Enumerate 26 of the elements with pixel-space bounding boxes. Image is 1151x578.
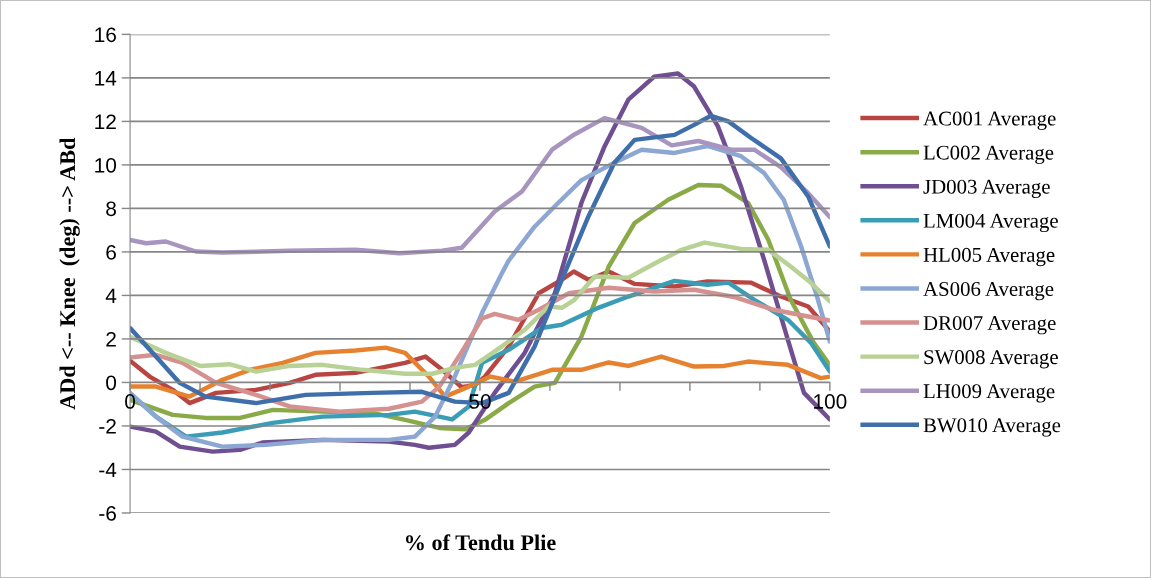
y-tick-label: -2 bbox=[99, 418, 116, 434]
y-tick-label: 12 bbox=[95, 114, 116, 129]
y-tick-label: 0 bbox=[106, 375, 117, 391]
x-axis-title: % of Tendu Plie bbox=[405, 534, 556, 551]
legend-label: HL005 Average bbox=[923, 247, 1055, 267]
legend-label: LM004 Average bbox=[923, 213, 1058, 233]
y-tick-label: -6 bbox=[99, 505, 116, 521]
legend-label: LC002 Average bbox=[923, 145, 1054, 164]
x-tick-label: 0 bbox=[125, 394, 136, 409]
y-tick-label: 4 bbox=[105, 288, 117, 303]
y-tick-label: -4 bbox=[99, 462, 117, 478]
y-tick-label: 6 bbox=[106, 244, 116, 260]
y-tick-label: 14 bbox=[95, 71, 117, 86]
y-tick-label: 8 bbox=[106, 201, 116, 217]
y-tick-label: 16 bbox=[95, 27, 116, 43]
legend-label: JD003 Average bbox=[923, 179, 1050, 199]
legend-label: AS006 Average bbox=[923, 281, 1054, 301]
y-tick-label: 10 bbox=[95, 157, 117, 173]
legend-label: DR007 Average bbox=[923, 315, 1056, 335]
legend-label: BW010 Average bbox=[923, 418, 1061, 437]
legend-label: AC001 Average bbox=[923, 111, 1056, 130]
y-axis-title: ADd <-- Knee (deg) --> ABd bbox=[59, 137, 80, 410]
y-tick-label: 2 bbox=[106, 331, 116, 347]
x-tick-label: 100 bbox=[814, 394, 847, 409]
legend-label: LH009 Average bbox=[923, 384, 1055, 403]
legend-label: SW008 Average bbox=[924, 350, 1058, 369]
